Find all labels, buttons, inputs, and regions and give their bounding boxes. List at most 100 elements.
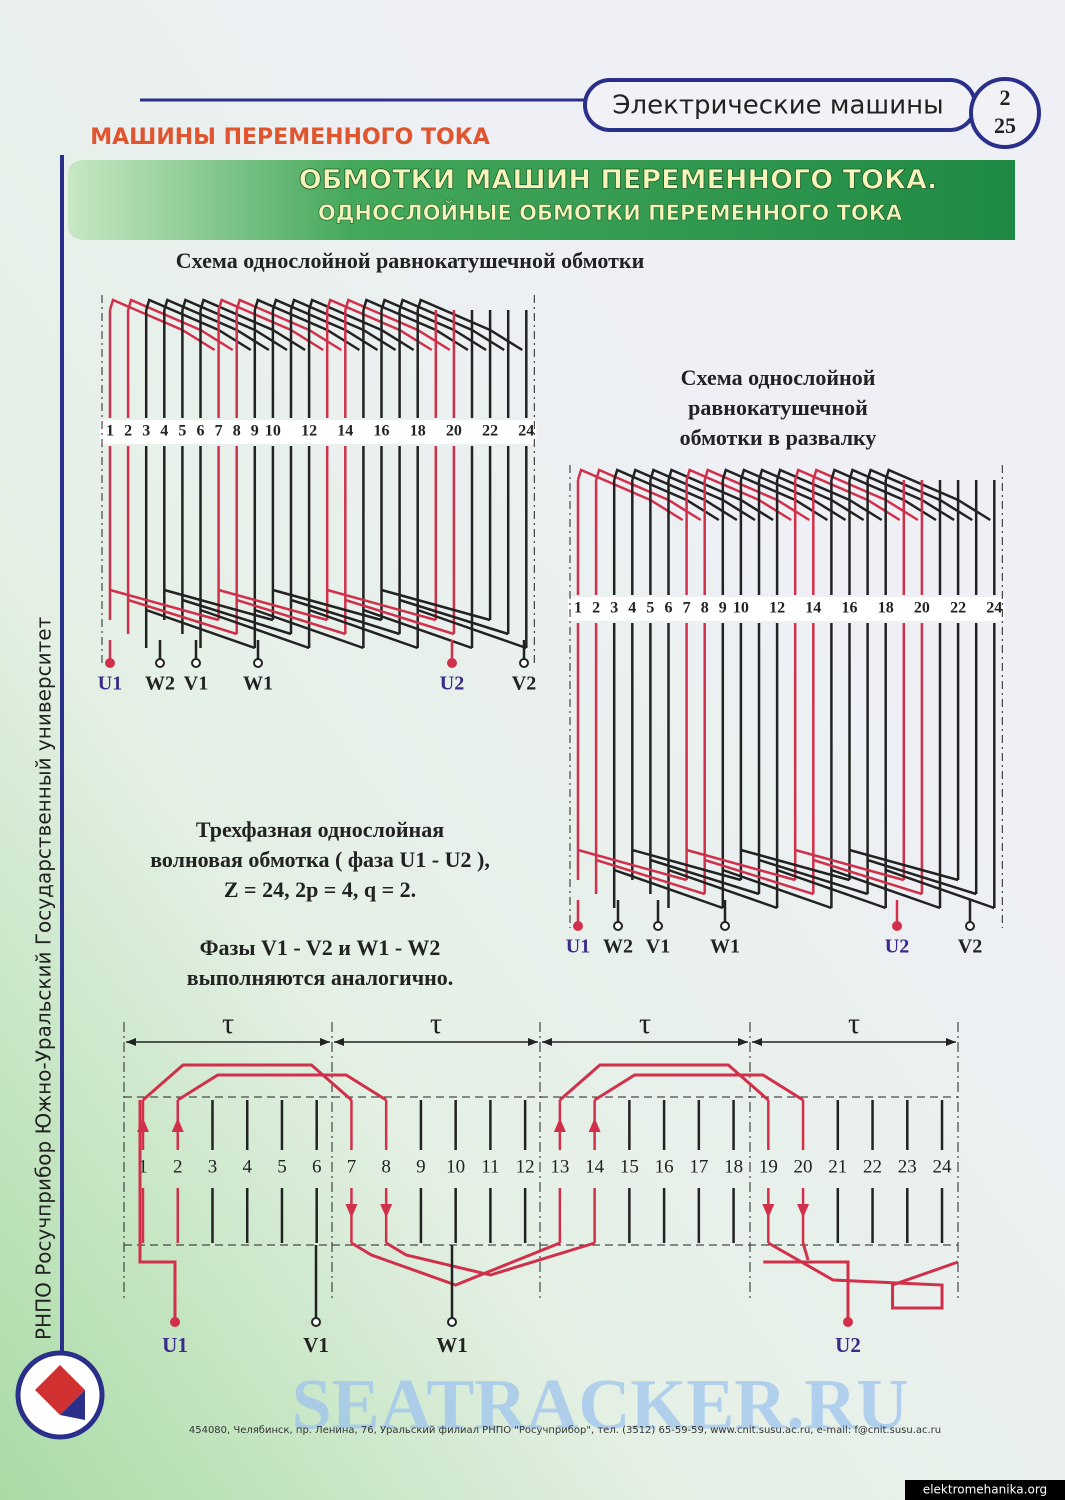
- end-connection: [326, 588, 437, 622]
- end-connection: [830, 868, 941, 910]
- end-connection: [830, 468, 937, 522]
- terminal: [105, 658, 115, 668]
- watermark: SEATRACKER.RU: [292, 1365, 909, 1445]
- slot-number: 12: [769, 600, 785, 617]
- wave-top: [593, 1073, 804, 1102]
- slot-number: 12: [516, 1156, 535, 1177]
- slot-number: 10: [265, 423, 281, 440]
- banner: [68, 160, 1015, 240]
- slot-number: 20: [914, 600, 930, 617]
- end-connection: [308, 608, 419, 650]
- slot-number: 4: [160, 423, 168, 440]
- slot-number: 5: [178, 423, 186, 440]
- lead: [763, 1260, 850, 1320]
- end-connection: [812, 858, 923, 896]
- end-connection: [594, 468, 702, 522]
- banner-title: ОБМОТКИ МАШИН ПЕРЕМЕННОГО ТОКА.: [299, 165, 937, 196]
- end-connection: [849, 848, 959, 882]
- slot-number: 7: [215, 423, 223, 440]
- end-connection: [649, 468, 756, 522]
- slot-number: 9: [416, 1156, 426, 1177]
- terminal: [519, 658, 529, 668]
- slot-number: 20: [794, 1156, 813, 1177]
- slot-number: 16: [655, 1156, 674, 1177]
- terminal: [155, 658, 165, 668]
- terminal-label: V2: [958, 936, 982, 958]
- end-connection: [703, 468, 810, 522]
- end-connection: [163, 298, 270, 352]
- end-connection: [885, 868, 995, 910]
- slot-number: 22: [482, 423, 498, 440]
- end-connection: [127, 598, 238, 636]
- slot-number: 23: [898, 1156, 917, 1177]
- slot-number: 18: [410, 423, 426, 440]
- end-connection: [145, 298, 252, 352]
- end-connection: [631, 468, 738, 522]
- wave-bottom: [385, 1241, 596, 1277]
- slot-number: 3: [610, 600, 618, 617]
- slot-number: 13: [550, 1156, 569, 1177]
- slot-number: 8: [701, 600, 709, 617]
- wave-top: [558, 1063, 770, 1102]
- end-connection: [740, 848, 850, 882]
- end-connection: [866, 468, 973, 522]
- terminal-label: U2: [885, 936, 909, 958]
- page-top: 2: [1000, 85, 1011, 110]
- slot-number: 22: [950, 600, 966, 617]
- terminal: [720, 921, 730, 931]
- end-connection: [721, 468, 829, 522]
- end-connection: [884, 468, 991, 522]
- end-connection: [739, 468, 847, 522]
- slot-strip: [568, 597, 1005, 621]
- terminal-label: W1: [710, 936, 740, 958]
- terminal: [843, 1317, 853, 1327]
- end-connection: [381, 588, 491, 622]
- slot-number: 7: [683, 600, 691, 617]
- current-arrow: [588, 1118, 601, 1132]
- terminal-label: U1: [566, 936, 590, 958]
- terminal: [253, 658, 263, 668]
- terminal: [613, 921, 623, 931]
- end-connection: [775, 468, 883, 522]
- terminal: [965, 921, 975, 931]
- end-connection: [271, 298, 379, 352]
- end-connection: [650, 858, 760, 896]
- end-connection: [577, 848, 687, 882]
- diagram2-caption: обмотки в развалку: [680, 425, 877, 450]
- current-arrow: [171, 1118, 184, 1132]
- slot-number: 18: [878, 600, 894, 617]
- slot-number: 9: [251, 423, 259, 440]
- terminal: [447, 1317, 457, 1327]
- terminal-label: U1: [98, 673, 122, 695]
- wave-end: [767, 1241, 959, 1310]
- section: МАШИНЫ ПЕРЕМЕННОГО ТОКА: [90, 125, 490, 150]
- end-connection: [307, 298, 415, 352]
- slot-number: 8: [233, 423, 241, 440]
- end-connection: [145, 608, 256, 650]
- end-connection: [236, 598, 346, 636]
- end-connection: [667, 468, 774, 522]
- slot-number: 2: [124, 423, 132, 440]
- terminal: [191, 658, 201, 668]
- end-connection: [848, 468, 955, 522]
- end-connection: [200, 608, 310, 650]
- terminal-label: W2: [603, 936, 633, 958]
- slot-number: 2: [592, 600, 600, 617]
- source: elektromehanika.org: [923, 1483, 1047, 1497]
- slot-number: 22: [863, 1156, 882, 1177]
- end-connection: [326, 298, 433, 352]
- terminal-label: V1: [184, 673, 208, 695]
- logo: [15, 1350, 105, 1440]
- slot-number: 14: [805, 600, 821, 617]
- slot-number: 10: [733, 600, 749, 617]
- slot-number: 1: [138, 1156, 148, 1177]
- slot-number: 14: [337, 423, 353, 440]
- end-connection: [416, 298, 523, 352]
- slot-number: 12: [301, 423, 317, 440]
- slot-number: 1: [574, 600, 582, 617]
- page-badge: [969, 77, 1041, 149]
- banner-subtitle: ОДНОСЛОЙНЫЕ ОБМОТКИ ПЕРЕМЕННОГО ТОКА: [318, 200, 903, 225]
- end-connection: [776, 868, 887, 910]
- terminal-label: U2: [440, 673, 464, 695]
